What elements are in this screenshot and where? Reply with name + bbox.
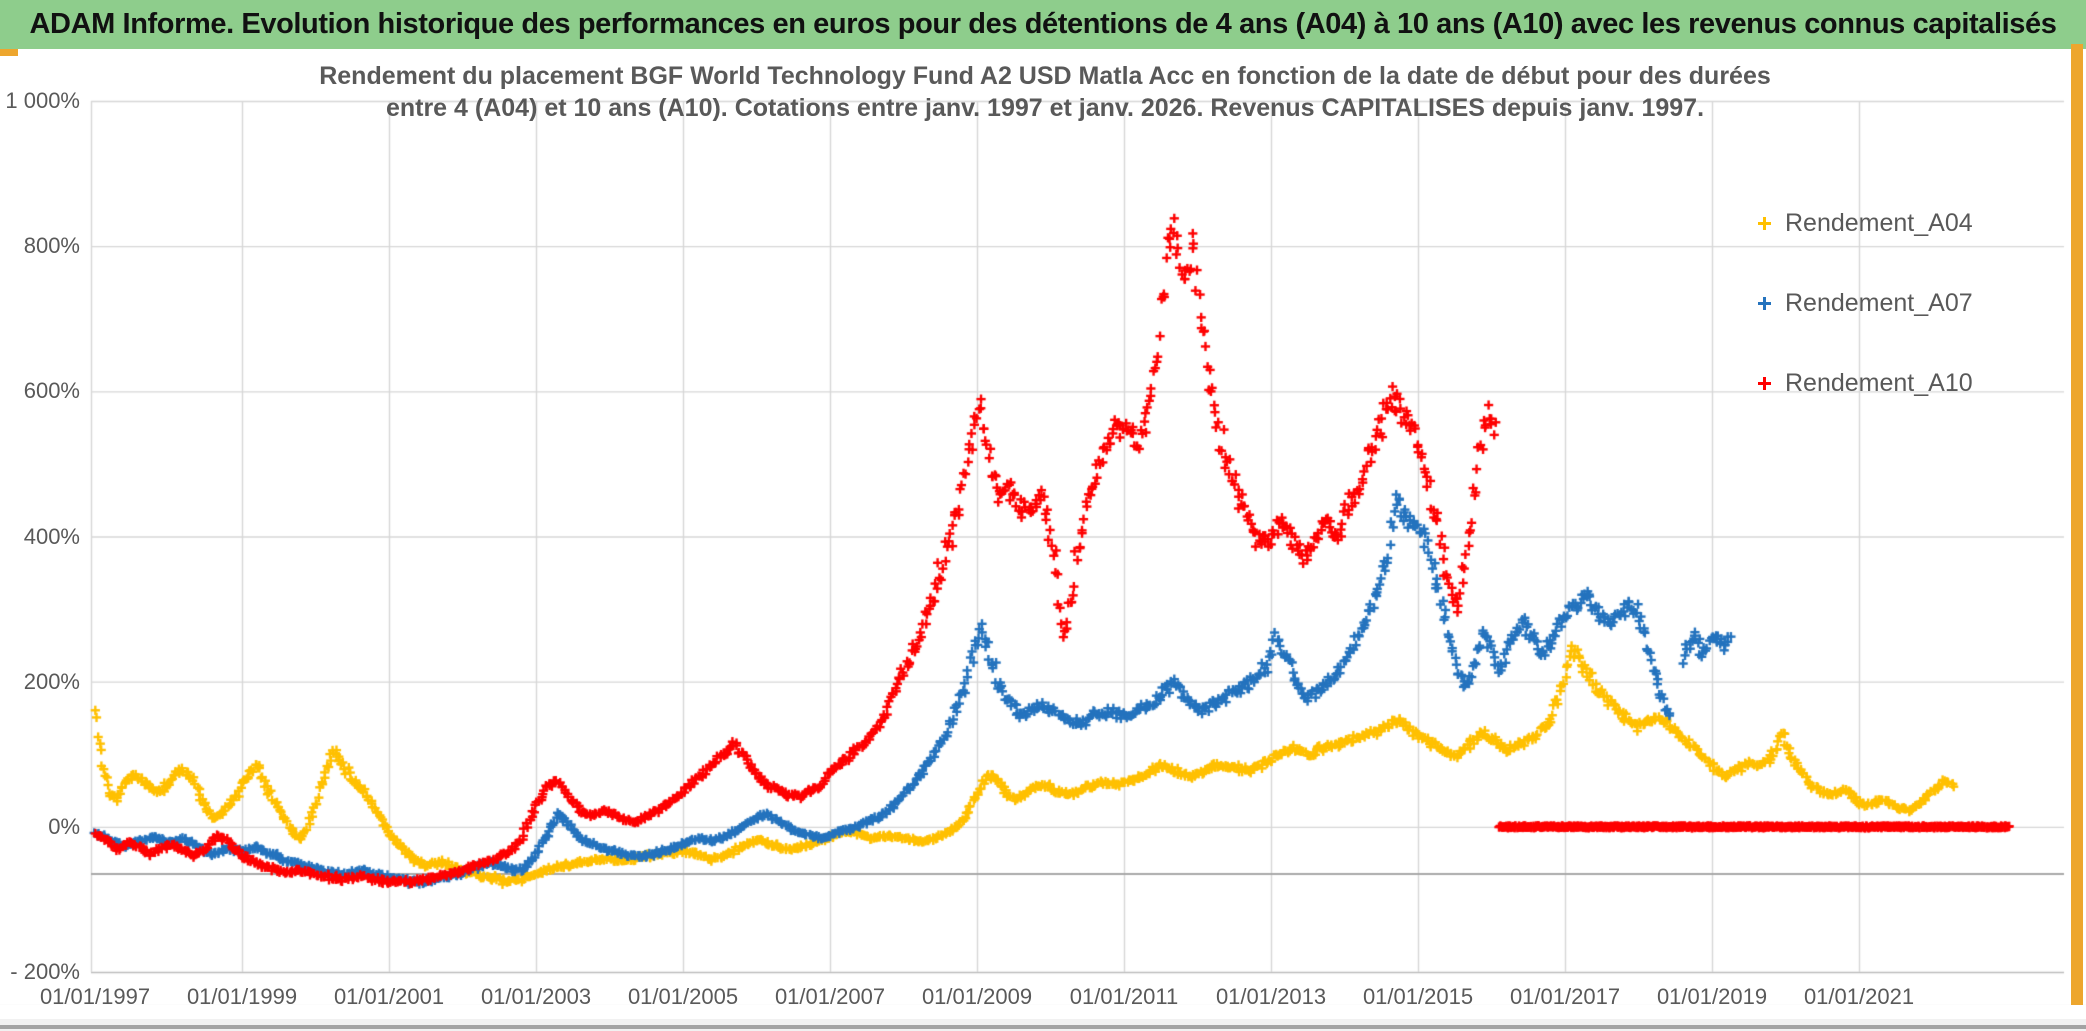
legend-label: Rendement_A07: [1785, 288, 1973, 317]
y-tick-label-0: 1 000%: [5, 88, 80, 113]
chart-title-line2: entre 4 (A04) et 10 ans (A10). Cotations…: [385, 94, 1705, 122]
legend-plus-marker-icon: [1758, 376, 1771, 390]
legend-label: Rendement_A04: [1785, 208, 1973, 237]
x-tick-label-12: 01/01/2021: [1803, 984, 1915, 1009]
legend-plus-marker-icon: [1758, 296, 1771, 310]
legend-label: Rendement_A10: [1785, 368, 1973, 397]
x-tick-label-5: 01/01/2007: [774, 984, 886, 1009]
legend-item-rendement_a07[interactable]: Rendement_A07: [1758, 288, 1973, 318]
y-tick-label-3: 400%: [23, 523, 80, 549]
x-tick-label-6: 01/01/2009: [921, 984, 1033, 1009]
x-tick-label-3: 01/01/2003: [480, 984, 592, 1009]
x-tick-label-8: 01/01/2013: [1215, 984, 1327, 1009]
banner-title-text: ADAM Informe. Evolution historique des p…: [29, 8, 2057, 40]
y-tick-label-2: 600%: [23, 378, 80, 404]
x-tick-label-1: 01/01/1999: [186, 984, 298, 1009]
x-tick-label-10: 01/01/2017: [1509, 984, 1621, 1009]
chart-title-line1: Rendement du placement BGF World Technol…: [319, 62, 1771, 90]
legend-item-rendement_a04[interactable]: Rendement_A04: [1758, 208, 1973, 238]
gold-border-right: [2071, 44, 2083, 1010]
legend-item-rendement_a10[interactable]: Rendement_A10: [1758, 368, 1973, 398]
y-tick-label-1: 800%: [23, 233, 80, 259]
x-tick-label-2: 01/01/2001: [333, 984, 445, 1009]
x-tick-label-9: 01/01/2015: [1362, 984, 1474, 1009]
x-tick-label-11: 01/01/2019: [1656, 984, 1768, 1009]
legend-plus-marker-icon: [1758, 216, 1771, 230]
y-tick-label-4: 200%: [23, 668, 80, 694]
x-tick-label-0: 01/01/1997: [39, 984, 151, 1009]
y-tick-label-5: 0%: [48, 813, 80, 839]
gold-corner-top-left: [0, 49, 18, 56]
y-tick-label-6: - 200%: [10, 959, 80, 984]
banner-title-cell[interactable]: ADAM Informe. Evolution historique des p…: [0, 0, 2086, 49]
x-tick-label-7: 01/01/2011: [1069, 984, 1179, 1009]
bottom-rule: [0, 1025, 2086, 1029]
x-tick-label-4: 01/01/2005: [627, 984, 739, 1009]
